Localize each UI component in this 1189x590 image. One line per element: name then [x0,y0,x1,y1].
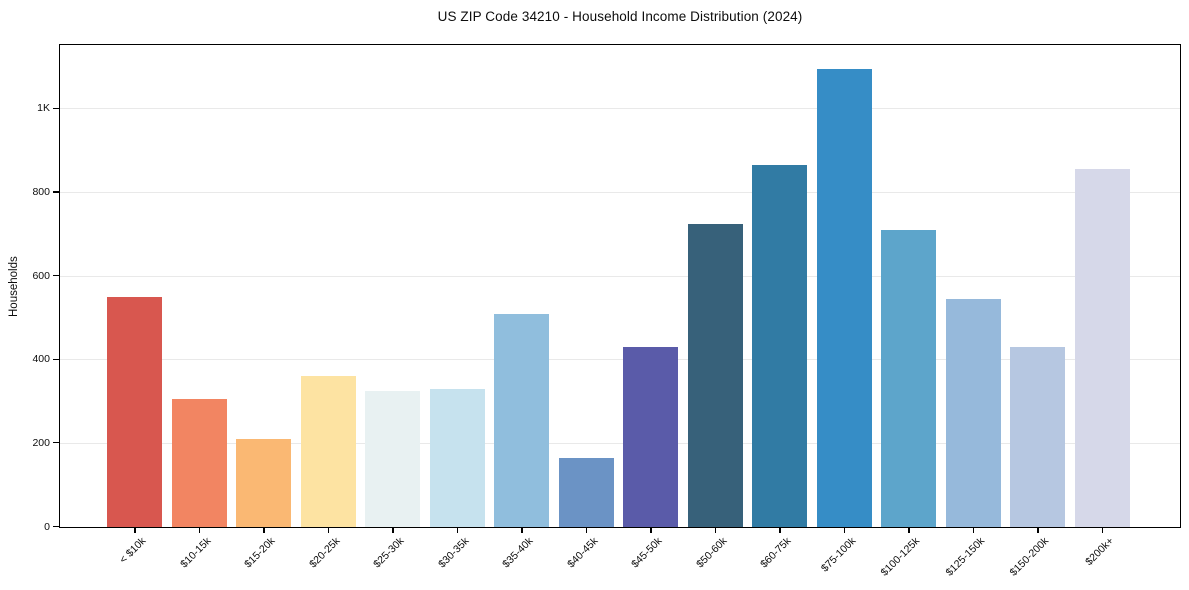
x-tick-mark [392,528,394,533]
x-tick-label: $75-100k [818,535,858,575]
x-tick-mark [521,528,523,533]
y-tick-label: 1K [37,102,50,115]
bar [558,458,614,527]
bar [429,388,485,527]
x-tick-mark [456,528,459,533]
x-tick-mark [327,528,330,533]
x-tick-label: $20-25k [306,535,342,571]
x-tick-label: $100-125k [878,535,923,579]
x-tick-label: $25-30k [371,535,407,571]
x-tick-label: $150-200k [1007,535,1052,579]
y-tick-mark [53,525,59,528]
y-axis-title: Households [8,256,20,317]
x-tick-label: $30-35k [435,535,471,571]
bar [816,69,872,527]
x-tick-label: $15-20k [242,535,278,571]
x-tick-mark [1101,528,1104,533]
x-tick-mark [650,528,652,533]
bar [752,165,807,527]
y-tick-label: 600 [32,269,50,282]
x-tick-mark [714,528,717,533]
y-tick-label: 0 [44,520,50,533]
gridline [60,275,1180,277]
gridline [60,359,1180,361]
chart-title: US ZIP Code 34210 - Household Income Dis… [437,9,803,24]
bar [300,376,356,527]
bar [623,347,678,527]
y-tick-mark [53,442,59,444]
x-tick-mark [134,528,136,533]
x-tick-mark [843,528,846,533]
x-tick-label: $125-150k [943,535,987,579]
plot-area [59,44,1181,528]
x-tick-mark [1037,528,1039,533]
y-tick-label: 400 [32,353,50,366]
x-tick-mark [585,528,588,533]
bar [1074,169,1130,527]
y-tick-mark [53,191,59,193]
x-tick-label: < $10k [117,535,149,566]
bar [687,223,743,527]
x-tick-label: $10-15k [177,535,213,571]
bar [107,296,162,527]
x-tick-label: $45-50k [629,535,665,571]
x-tick-mark [779,528,781,533]
y-tick-label: 800 [32,185,50,198]
bar [881,230,936,527]
x-tick-mark [908,528,910,533]
x-tick-label: $40-45k [564,535,600,571]
x-tick-label: $35-40k [500,535,536,571]
bar [236,439,291,527]
y-tick-mark [53,107,59,109]
gridline [60,108,1180,110]
x-tick-label: $50-60k [693,535,729,571]
x-tick-mark [198,528,201,533]
bar [494,313,549,527]
x-tick-mark [263,528,265,533]
bar [945,299,1001,527]
x-tick-label: $60-75k [758,535,794,571]
x-tick-label: $200k+ [1082,535,1116,569]
bar [365,391,420,527]
gridline [60,191,1180,193]
y-tick-mark [53,274,59,277]
gridline [60,442,1180,444]
y-tick-label: 200 [32,436,50,449]
bar [1010,347,1065,527]
x-tick-mark [972,528,975,533]
bar [171,399,227,527]
y-tick-mark [53,358,59,360]
